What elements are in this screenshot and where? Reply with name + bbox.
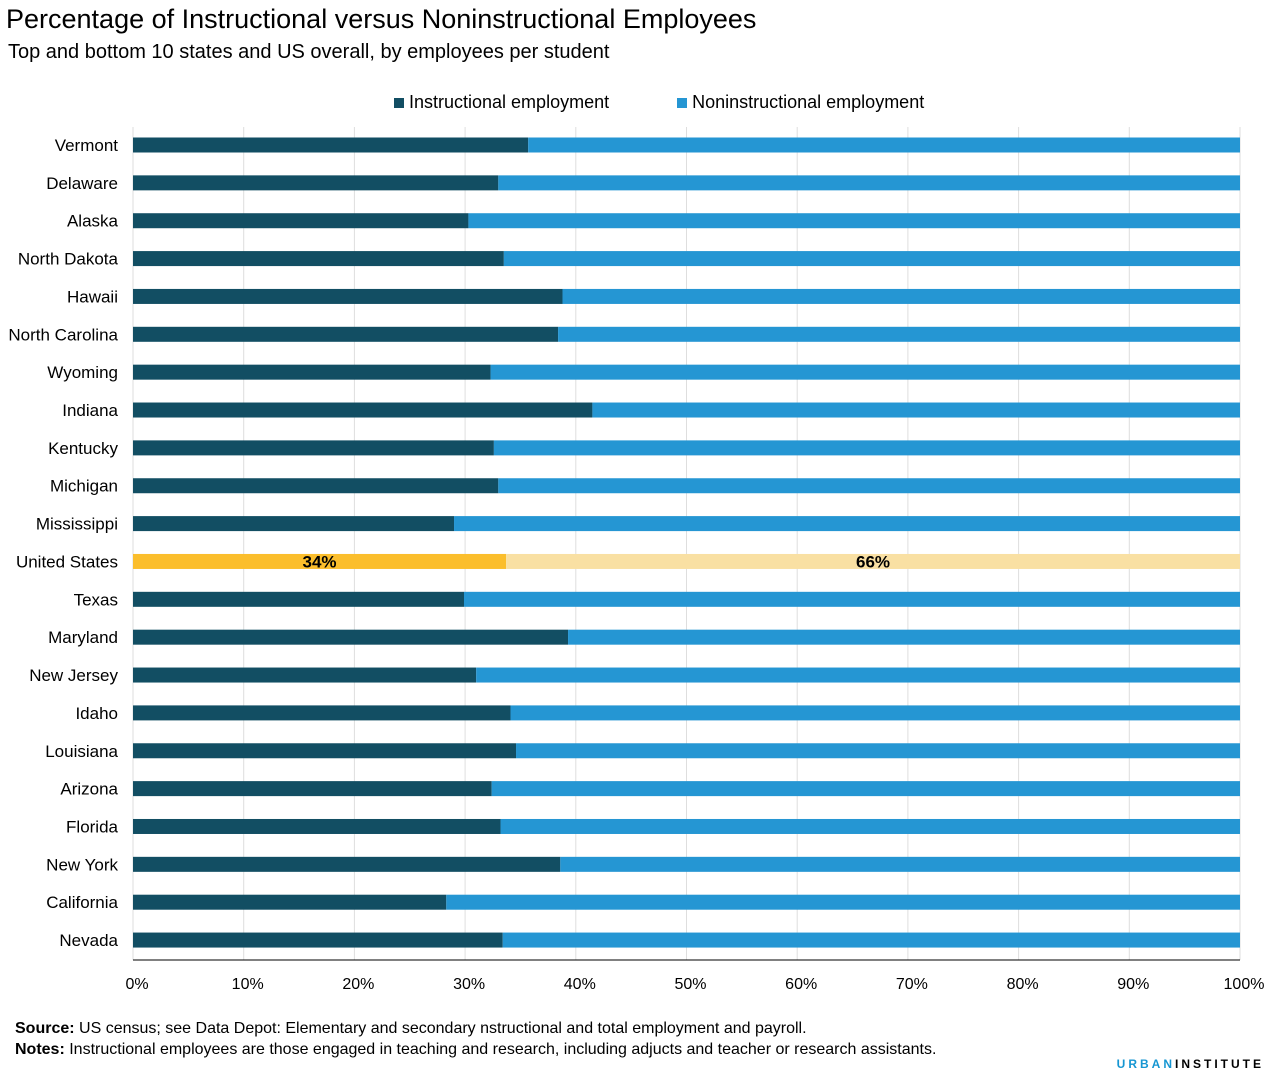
bar-noninstructional: [503, 251, 1241, 267]
bar-noninstructional: [476, 667, 1240, 683]
bar-chart: 0% 10% 20% 30% 40% 50% 60% 70% 80% 90% 100% Vermont…: [8, 127, 1265, 993]
bar-instructional: [133, 137, 529, 153]
category-label: Texas: [74, 590, 118, 609]
brand-institute: INSTITUTE: [1175, 1057, 1264, 1071]
bar-noninstructional: [491, 781, 1241, 797]
category-label: Hawaii: [67, 287, 118, 306]
category-label: Delaware: [46, 174, 118, 193]
bar-noninstructional: [498, 175, 1240, 191]
bar-noninstructional: [498, 478, 1240, 494]
bar-instructional: [133, 213, 469, 229]
bar-noninstructional: [558, 326, 1240, 342]
category-label: Kentucky: [48, 439, 118, 458]
brand-logo: URBANINSTITUTE: [1117, 1057, 1264, 1071]
category-label: Alaska: [67, 212, 119, 231]
x-tick-label: 60%: [785, 976, 817, 993]
bar-instructional: [133, 705, 511, 721]
source-text: US census; see Data Depot: Elementary an…: [74, 1020, 807, 1037]
legend-item-instructional: Instructional employment: [394, 92, 609, 113]
bar-instructional: [133, 629, 569, 645]
bar-instructional: [133, 818, 501, 834]
x-tick-label: 30%: [453, 976, 485, 993]
bar-instructional: [133, 251, 504, 267]
category-label: Indiana: [62, 401, 118, 420]
data-label: 34%: [303, 552, 337, 571]
bar-noninstructional: [502, 932, 1240, 948]
x-tick-label: 40%: [564, 976, 596, 993]
bar-noninstructional: [490, 364, 1240, 380]
bar-instructional: [133, 743, 517, 759]
bar-noninstructional: [562, 288, 1240, 304]
bar-noninstructional: [493, 440, 1241, 456]
brand-urban: URBAN: [1116, 1057, 1175, 1071]
category-label: Vermont: [55, 136, 119, 155]
bar-instructional: [133, 667, 477, 683]
notes-text: Instructional employees are those engage…: [64, 1041, 937, 1058]
bar-instructional: [133, 326, 559, 342]
x-tick-label: 0%: [125, 976, 148, 993]
bar-instructional: [133, 288, 563, 304]
bar-noninstructional: [528, 137, 1240, 153]
bar-instructional: [133, 175, 499, 191]
category-label: United States: [16, 552, 118, 571]
x-tick-label: 50%: [674, 976, 706, 993]
category-label: Louisiana: [45, 742, 118, 761]
notes-line: Notes: Instructional employees are those…: [15, 1039, 936, 1060]
x-tick-label: 70%: [896, 976, 928, 993]
legend-label-instructional: Instructional employment: [409, 92, 610, 112]
bar-instructional: [133, 591, 464, 607]
category-label: California: [46, 893, 118, 912]
legend-swatch-instructional: [394, 97, 404, 108]
bar-noninstructional: [454, 516, 1240, 532]
chart-subtitle: Top and bottom 10 states and US overall,…: [8, 41, 610, 63]
category-label: North Carolina: [8, 325, 118, 344]
source-line: Source: US census; see Data Depot: Eleme…: [15, 1018, 936, 1039]
bar-noninstructional: [592, 402, 1240, 418]
legend-swatch-noninstructional: [677, 97, 688, 108]
bar-instructional: [133, 781, 492, 797]
bar-noninstructional: [568, 629, 1240, 645]
category-label: Florida: [66, 817, 119, 836]
category-label: Maryland: [48, 628, 118, 647]
bar-noninstructional: [446, 894, 1240, 910]
bar-noninstructional: [463, 591, 1240, 607]
category-label: North Dakota: [18, 250, 119, 269]
chart-notes: Source: US census; see Data Depot: Eleme…: [15, 1018, 936, 1060]
bar-noninstructional: [510, 705, 1240, 721]
bar-instructional: [133, 894, 447, 910]
bar-instructional: [133, 364, 491, 380]
legend-label-noninstructional: Noninstructional employment: [692, 92, 925, 112]
category-label: Idaho: [75, 704, 118, 723]
bar-noninstructional: [500, 818, 1240, 834]
x-tick-label: 90%: [1117, 976, 1149, 993]
x-tick-label: 10%: [232, 976, 264, 993]
x-tick-label: 80%: [1007, 976, 1039, 993]
category-label: Michigan: [50, 477, 118, 496]
legend-item-noninstructional: Noninstructional employment: [677, 92, 924, 113]
data-label: 66%: [856, 552, 890, 571]
category-label: New Jersey: [29, 666, 118, 685]
category-label: New York: [46, 855, 118, 874]
bar-noninstructional: [560, 856, 1240, 872]
x-tick-label: 20%: [342, 976, 374, 993]
bar-instructional: [133, 516, 455, 532]
category-label: Mississippi: [36, 515, 118, 534]
chart-title: Percentage of Instructional versus Nonin…: [6, 4, 757, 34]
category-label: Arizona: [60, 780, 118, 799]
x-tick-label: 100%: [1224, 976, 1265, 993]
category-label: Wyoming: [47, 363, 118, 382]
bar-noninstructional: [506, 553, 1241, 569]
bar-instructional: [133, 553, 507, 569]
bar-noninstructional: [516, 743, 1240, 759]
source-label: Source:: [15, 1020, 75, 1037]
bar-instructional: [133, 402, 593, 418]
category-label: Nevada: [59, 931, 118, 950]
bar-instructional: [133, 856, 561, 872]
notes-label: Notes:: [15, 1041, 65, 1058]
bar-instructional: [133, 478, 499, 494]
bar-instructional: [133, 440, 494, 456]
legend: Instructional employment Noninstructiona…: [394, 92, 992, 113]
bar-instructional: [133, 932, 503, 948]
bar-noninstructional: [468, 213, 1240, 229]
